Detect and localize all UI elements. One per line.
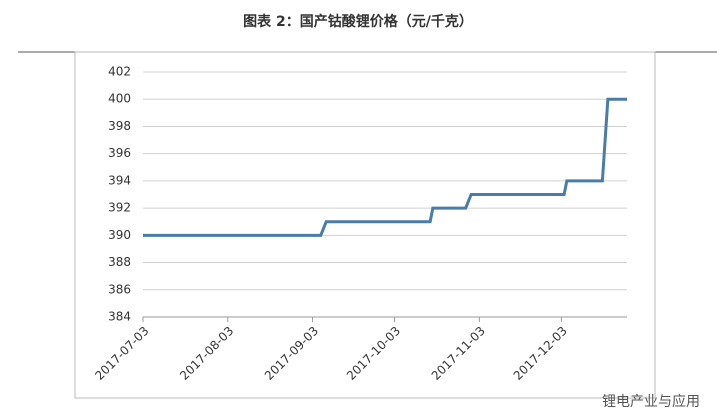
y-tick-label: 384 <box>108 310 131 324</box>
x-tick-label: 2017-11-03 <box>429 324 488 383</box>
y-tick-label: 392 <box>108 201 131 215</box>
y-tick-label: 398 <box>108 119 131 133</box>
y-tick-label: 388 <box>108 255 131 269</box>
y-tick-label: 394 <box>108 173 131 187</box>
x-tick-label: 2017-07-03 <box>92 324 151 383</box>
x-tick-label: 2017-10-03 <box>344 324 403 383</box>
line-series <box>143 97 627 237</box>
x-tick-label: 2017-08-03 <box>177 324 236 383</box>
y-tick-label: 390 <box>108 228 131 242</box>
x-tick-label: 2017-12-03 <box>511 324 570 383</box>
x-tick-label: 2017-09-03 <box>262 324 321 383</box>
y-tick-label: 402 <box>108 65 131 79</box>
chart-frame <box>74 51 656 399</box>
y-tick-label: 400 <box>108 92 131 106</box>
watermark: 锂电产业与应用 <box>602 393 700 410</box>
y-tick-label: 386 <box>108 282 131 296</box>
y-tick-label: 396 <box>108 146 131 160</box>
chart-title: 图表 2：国产钴酸锂价格（元/千克） <box>243 13 473 30</box>
